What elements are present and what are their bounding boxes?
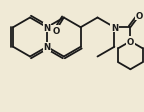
Text: N: N	[127, 37, 134, 46]
Text: N: N	[43, 43, 50, 52]
Text: O: O	[127, 37, 134, 46]
Text: O: O	[136, 12, 143, 21]
Text: O: O	[52, 27, 59, 36]
Text: N: N	[111, 24, 118, 32]
Text: N: N	[43, 24, 50, 32]
